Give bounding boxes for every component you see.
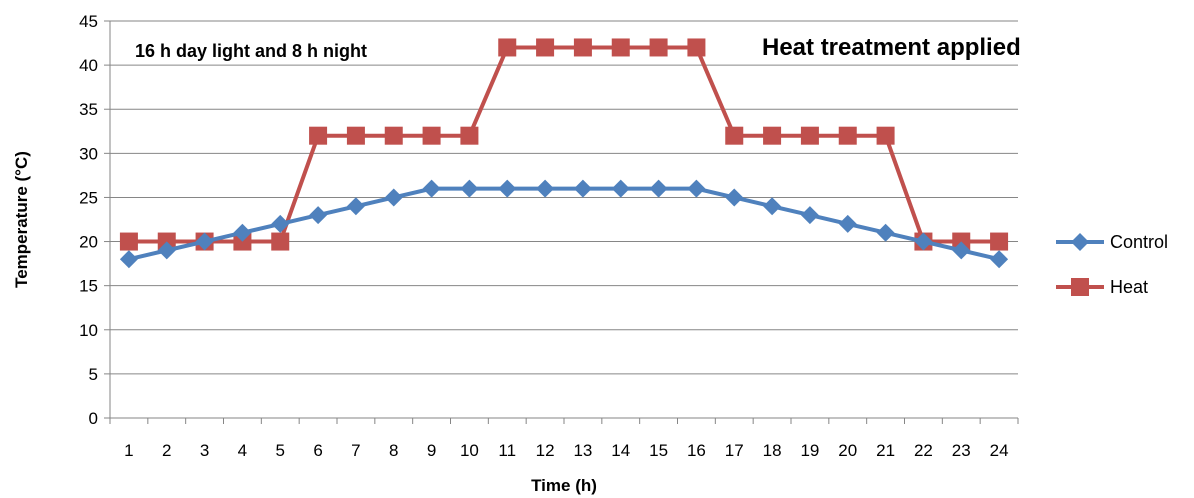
x-tick-labels: 1 2 3 4 5 6 7 8 9 10 11 12 13 14 15 16 17 18 19 20 21 22 23 24 — [124, 441, 1008, 460]
data-point-control — [195, 232, 214, 251]
data-point-heat — [573, 38, 592, 57]
x-tick-label: 18 — [763, 441, 782, 460]
data-point-heat — [309, 126, 328, 145]
data-point-heat — [119, 232, 138, 251]
data-point-control — [384, 188, 403, 207]
y-tick-label: 30 — [79, 144, 98, 163]
y-tick-label: 35 — [79, 100, 98, 119]
x-tick-label: 13 — [573, 441, 592, 460]
x-tick-label: 3 — [200, 441, 209, 460]
y-tick-label: 25 — [79, 188, 98, 207]
data-point-heat — [763, 126, 782, 145]
data-point-heat — [687, 38, 706, 57]
x-tick-label: 23 — [952, 441, 971, 460]
x-tick-label: 5 — [276, 441, 285, 460]
x-tick-label: 12 — [536, 441, 555, 460]
data-point-control — [611, 179, 630, 198]
series-layer — [119, 38, 1009, 269]
x-tick-label: 21 — [876, 441, 895, 460]
data-point-control — [573, 179, 592, 198]
x-tick-label: 9 — [427, 441, 436, 460]
x-tick-label: 22 — [914, 441, 933, 460]
x-tick-label: 7 — [351, 441, 360, 460]
data-point-control — [649, 179, 668, 198]
gridlines — [104, 20, 1018, 419]
x-tick-label: 16 — [687, 441, 706, 460]
x-tick-label: 6 — [313, 441, 322, 460]
legend-item-control: Control — [1056, 232, 1168, 252]
day-night-annotation: 16 h day light and 8 h night — [135, 41, 367, 61]
data-point-heat — [460, 126, 479, 145]
data-point-heat — [800, 126, 819, 145]
legend-item-heat: Heat — [1056, 277, 1148, 297]
data-point-control — [233, 223, 252, 242]
x-tick-label: 8 — [389, 441, 398, 460]
data-point-control — [157, 241, 176, 260]
data-point-heat — [725, 126, 744, 145]
x-tick-label: 2 — [162, 441, 171, 460]
y-tick-label: 15 — [79, 277, 98, 296]
data-point-heat — [649, 38, 668, 57]
y-tick-label: 10 — [79, 321, 98, 340]
y-tick-label: 45 — [79, 12, 98, 31]
data-point-heat — [536, 38, 555, 57]
x-tick-label: 11 — [498, 441, 516, 460]
data-point-heat — [422, 126, 441, 145]
data-point-control — [725, 188, 744, 207]
x-tick-label: 4 — [238, 441, 247, 460]
data-point-heat — [384, 126, 403, 145]
x-tick-label: 1 — [124, 441, 133, 460]
x-tick-label: 24 — [990, 441, 1009, 460]
legend-marker-heat — [1071, 278, 1089, 296]
data-point-control — [800, 206, 819, 225]
legend-label-heat: Heat — [1110, 277, 1148, 297]
heat-treatment-annotation: Heat treatment applied — [762, 34, 1021, 61]
data-point-heat — [611, 38, 630, 57]
x-tick-label: 17 — [725, 441, 744, 460]
y-tick-labels: 0 5 10 15 20 25 30 35 40 45 — [79, 12, 98, 428]
y-axis-title: Temperature (°C) — [12, 151, 31, 288]
data-point-heat — [990, 232, 1009, 251]
data-point-control — [687, 179, 706, 198]
axes — [109, 21, 1019, 424]
data-point-control — [498, 179, 517, 198]
x-tick-label: 10 — [460, 441, 479, 460]
y-tick-label: 40 — [79, 56, 98, 75]
data-point-control — [460, 179, 479, 198]
legend: Control Heat — [1056, 232, 1168, 297]
data-point-control — [838, 214, 857, 233]
y-tick-label: 5 — [89, 365, 98, 384]
y-tick-label: 20 — [79, 233, 98, 252]
data-point-heat — [346, 126, 365, 145]
data-point-control — [346, 197, 365, 216]
x-tick-label: 15 — [649, 441, 668, 460]
data-point-control — [309, 206, 328, 225]
data-point-control — [536, 179, 555, 198]
data-point-control — [914, 232, 933, 251]
data-point-control — [952, 241, 971, 260]
data-point-heat — [838, 126, 857, 145]
series-line-heat — [128, 45, 1000, 244]
x-tick-label: 19 — [800, 441, 819, 460]
data-point-heat — [498, 38, 517, 57]
data-point-control — [990, 250, 1009, 269]
data-point-heat — [271, 232, 290, 251]
data-point-heat — [876, 126, 895, 145]
x-axis-title: Time (h) — [531, 476, 597, 495]
data-point-control — [119, 250, 138, 269]
data-point-control — [271, 214, 290, 233]
legend-marker-control — [1071, 233, 1089, 251]
x-tick-label: 20 — [838, 441, 857, 460]
data-point-control — [422, 179, 441, 198]
legend-label-control: Control — [1110, 232, 1168, 252]
y-tick-label: 0 — [89, 409, 98, 428]
x-tick-label: 14 — [611, 441, 630, 460]
data-point-control — [876, 223, 895, 242]
data-point-control — [763, 197, 782, 216]
series-line-control — [128, 186, 1000, 262]
